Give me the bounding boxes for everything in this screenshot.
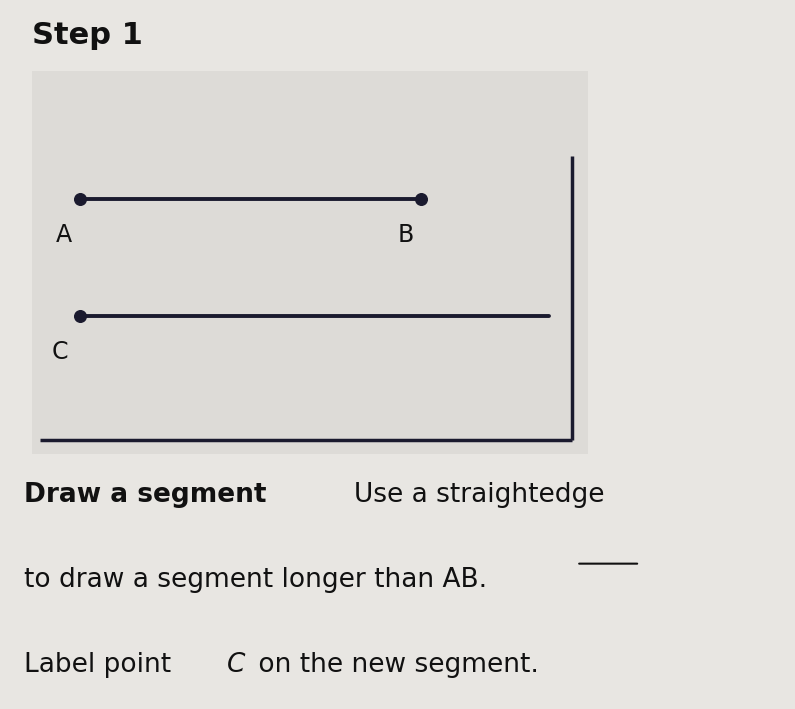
Text: Step 1: Step 1 xyxy=(32,21,142,50)
Text: on the new segment.: on the new segment. xyxy=(250,652,539,679)
Text: A: A xyxy=(56,223,72,247)
Text: Use a straightedge: Use a straightedge xyxy=(354,482,604,508)
Text: to draw a segment longer than AB.: to draw a segment longer than AB. xyxy=(24,567,487,593)
Text: C: C xyxy=(52,340,68,364)
Text: Label point: Label point xyxy=(24,652,180,679)
FancyBboxPatch shape xyxy=(32,71,588,454)
Point xyxy=(415,193,428,204)
Text: Draw a segment: Draw a segment xyxy=(24,482,266,508)
Point xyxy=(73,310,86,321)
Point xyxy=(73,193,86,204)
Text: B: B xyxy=(398,223,413,247)
Text: C: C xyxy=(227,652,245,679)
